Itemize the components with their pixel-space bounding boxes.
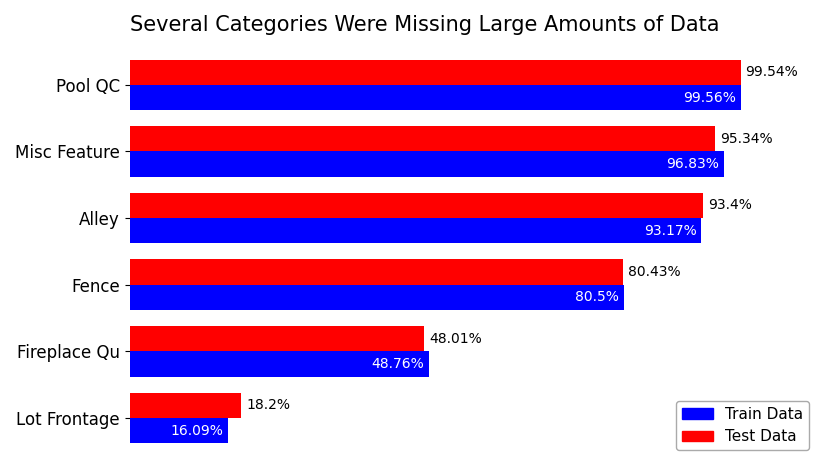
Text: 95.34%: 95.34% (720, 132, 772, 146)
Text: 48.01%: 48.01% (429, 332, 482, 346)
Bar (130, 193, 703, 218)
Text: 93.4%: 93.4% (708, 199, 751, 212)
Bar (130, 351, 428, 377)
Text: 96.83%: 96.83% (666, 157, 719, 171)
Bar (130, 126, 715, 151)
Text: 80.5%: 80.5% (575, 290, 619, 305)
Text: Several Categories Were Missing Large Amounts of Data: Several Categories Were Missing Large Am… (130, 15, 719, 35)
Bar (130, 259, 623, 285)
Text: 80.43%: 80.43% (628, 265, 681, 279)
Text: 16.09%: 16.09% (171, 424, 224, 438)
Bar (130, 393, 241, 418)
Bar (130, 218, 701, 244)
Text: 48.76%: 48.76% (371, 357, 424, 371)
Text: 93.17%: 93.17% (644, 224, 696, 238)
Bar (130, 418, 228, 443)
Bar (130, 285, 624, 310)
Bar (130, 151, 724, 177)
Bar (130, 85, 740, 110)
Text: 99.54%: 99.54% (745, 65, 798, 79)
Bar (130, 326, 424, 351)
Legend: Train Data, Test Data: Train Data, Test Data (676, 401, 810, 450)
Bar (130, 60, 740, 85)
Text: 99.56%: 99.56% (683, 90, 735, 105)
Text: 18.2%: 18.2% (246, 398, 290, 412)
